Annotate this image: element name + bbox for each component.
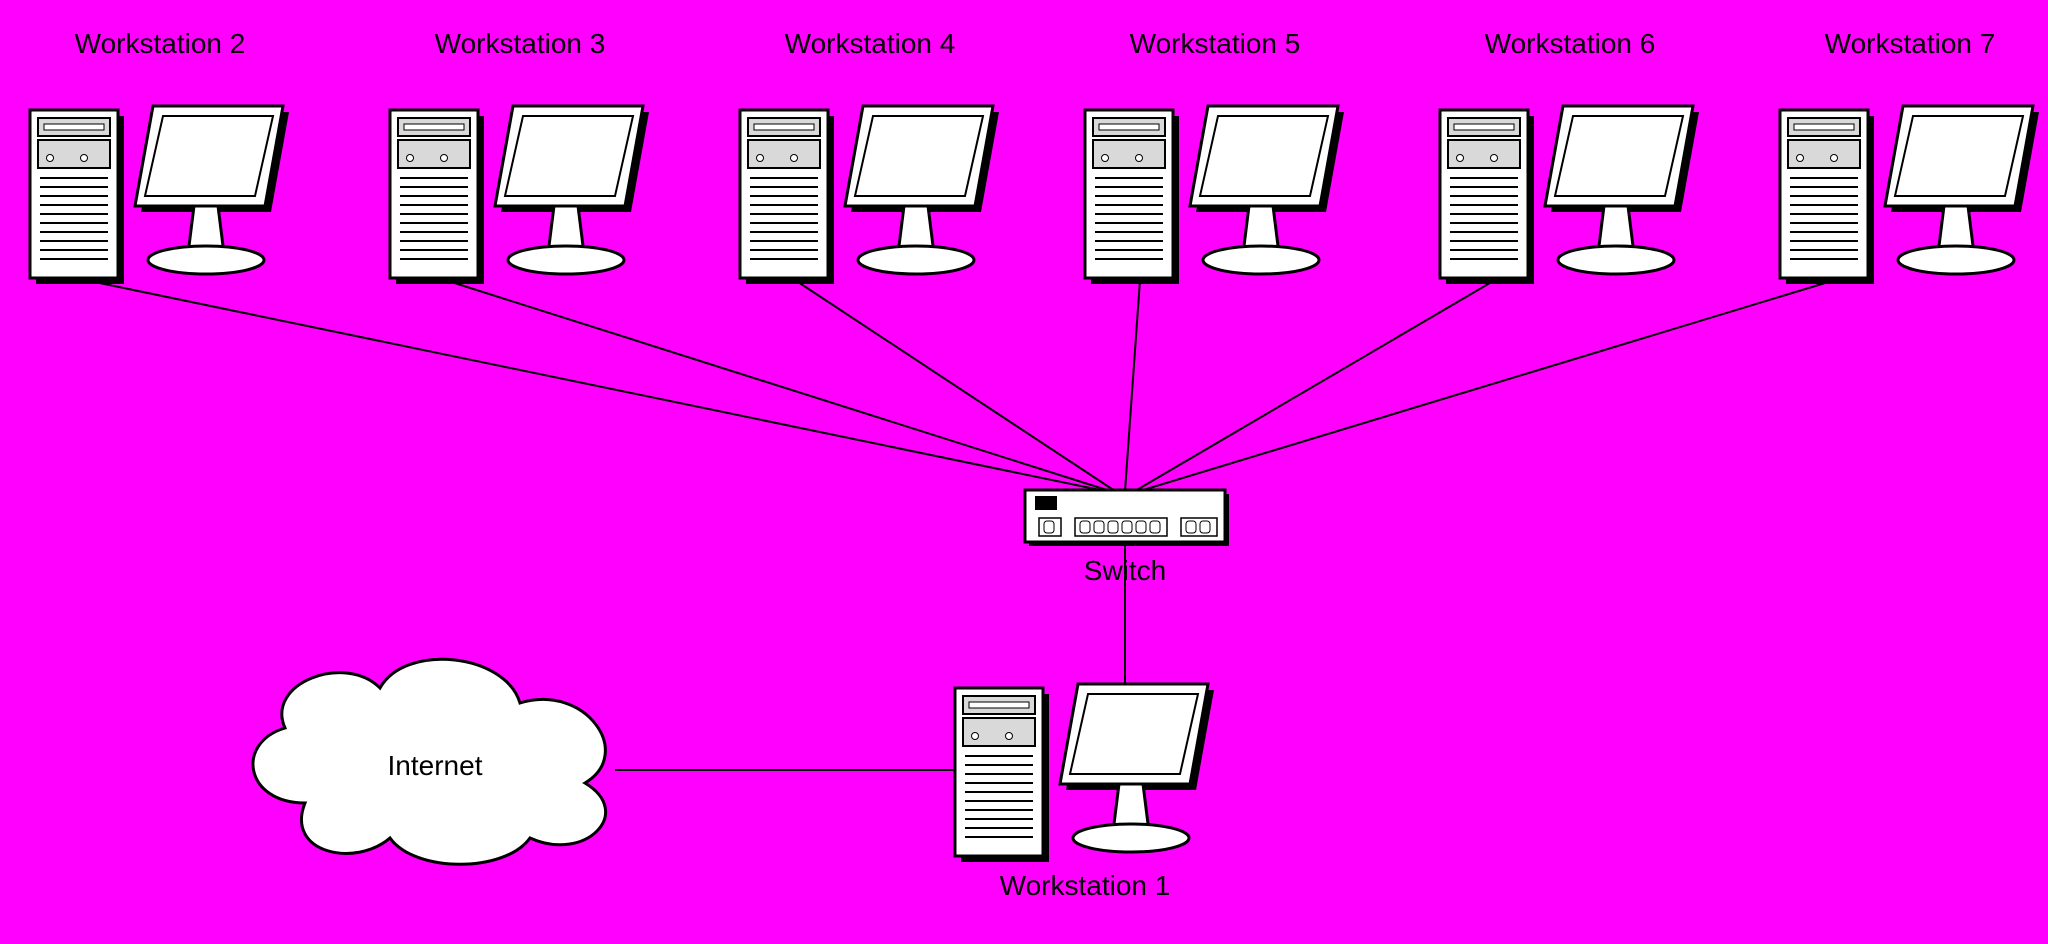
node-label: Workstation 5 [1130,28,1301,60]
node-label: Switch [1084,555,1166,587]
node-label: Workstation 2 [75,28,246,60]
node-label: Workstation 7 [1825,28,1996,60]
workstation-icon [30,106,289,284]
node-label: Workstation 3 [435,28,606,60]
node-label: Workstation 4 [785,28,956,60]
workstation-icon [955,684,1214,862]
workstation-icon [390,106,649,284]
workstation-icon [1085,106,1344,284]
node-label: Workstation 1 [1000,870,1171,902]
switch-icon [1025,490,1229,546]
workstation-icon [1780,106,2039,284]
node-label: Workstation 6 [1485,28,1656,60]
node-label: Internet [388,750,483,782]
network-diagram [0,0,2048,944]
workstation-icon [740,106,999,284]
workstation-icon [1440,106,1699,284]
